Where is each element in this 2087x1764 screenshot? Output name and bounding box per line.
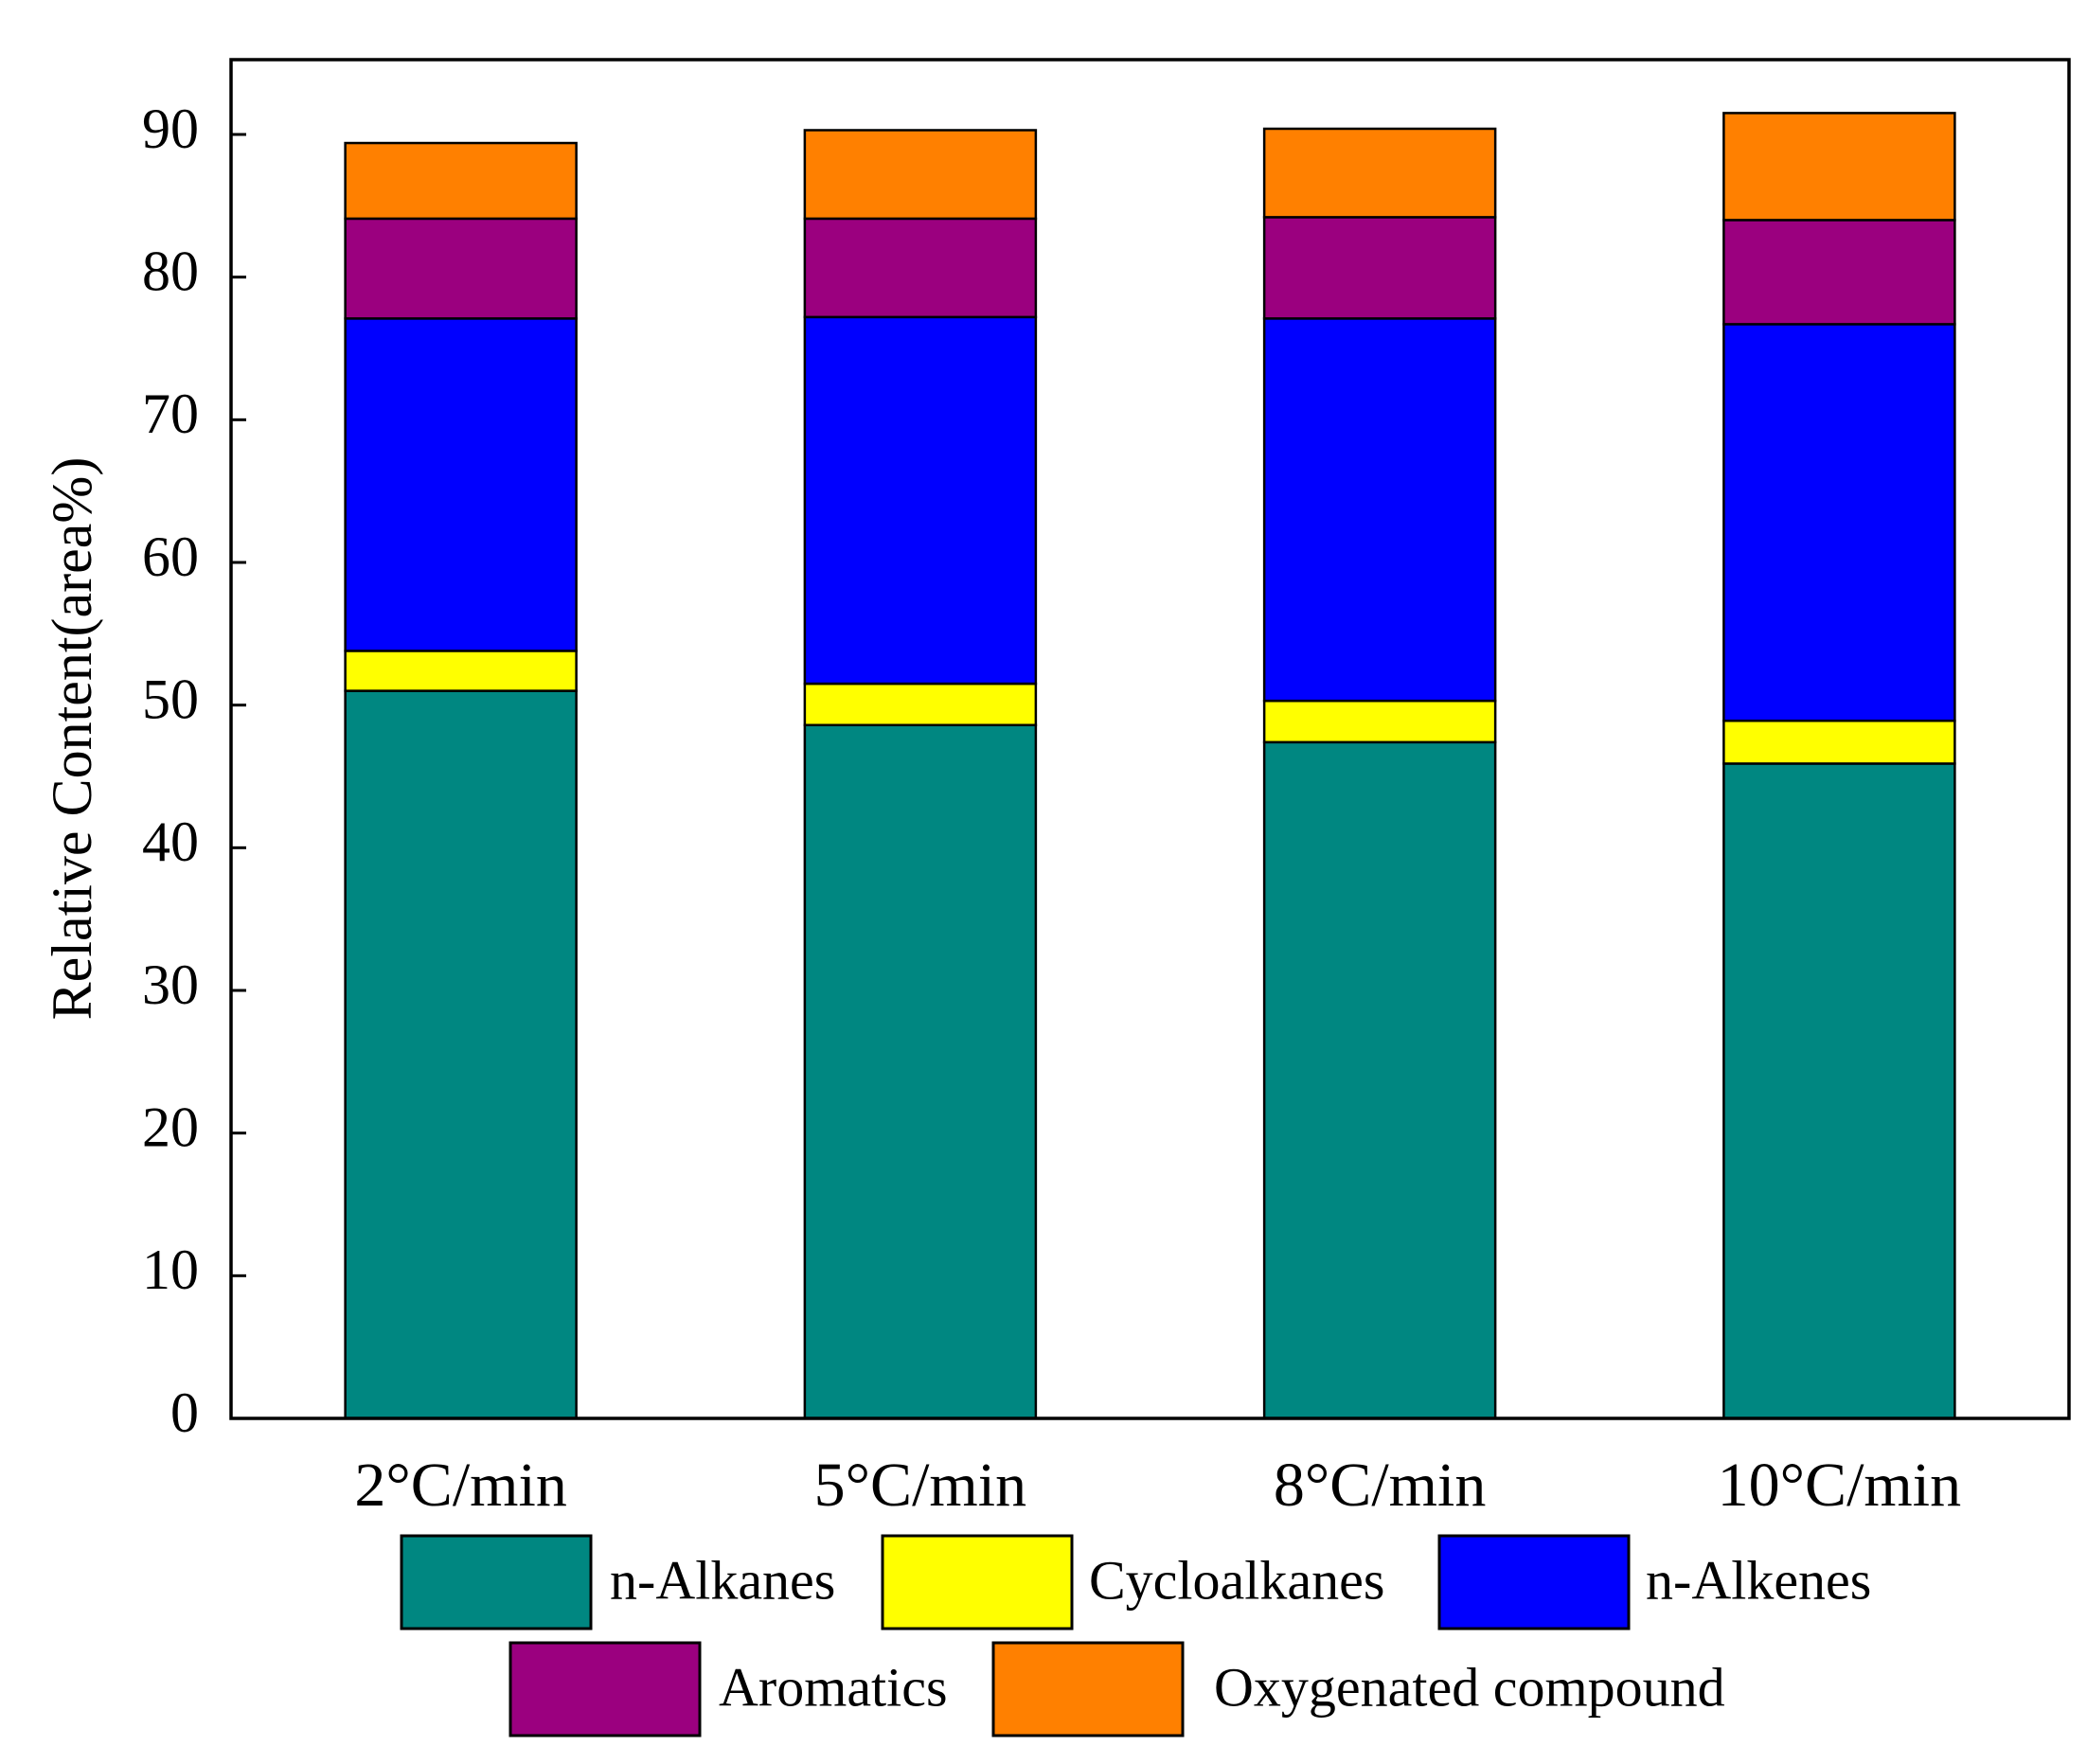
bar-segment-oxygenated-compound-5-c-min <box>803 129 1038 221</box>
x-tick-label-5-c-min: 5°C/min <box>814 1451 1026 1520</box>
y-tick-label-20: 20 <box>142 1096 199 1158</box>
bar-segment-aromatics-2-c-min <box>344 217 578 320</box>
y-tick-label-0: 0 <box>170 1381 199 1444</box>
x-tick-label-8-c-min: 8°C/min <box>1274 1451 1486 1520</box>
legend-label-n-alkanes: n-Alkanes <box>610 1549 835 1611</box>
y-tick-label-90: 90 <box>142 98 199 160</box>
y-tick-label-10: 10 <box>142 1238 199 1301</box>
bar-segment-cycloalkanes-5-c-min <box>803 682 1038 727</box>
legend-label-oxygenated-compound: Oxygenated compound <box>1214 1656 1725 1718</box>
bar-segment-n-alkenes-5-c-min <box>803 315 1038 686</box>
legend-swatch-cycloalkanes <box>881 1534 1074 1630</box>
legend-swatch-aromatics <box>508 1641 702 1737</box>
bar-segment-n-alkenes-10-c-min <box>1722 323 1956 722</box>
bars-layer <box>344 112 1956 1420</box>
legend-swatch-n-alkenes <box>1437 1534 1631 1630</box>
bar-segment-cycloalkanes-10-c-min <box>1722 719 1956 765</box>
bar-segment-oxygenated-compound-8-c-min <box>1262 127 1497 219</box>
x-tick-label-10-c-min: 10°C/min <box>1718 1451 1961 1520</box>
legend-swatch-oxygenated-compound <box>991 1641 1185 1737</box>
bar-segment-aromatics-10-c-min <box>1722 219 1956 326</box>
y-axis-title: Relative Content(area%) <box>41 457 103 1021</box>
y-tick-label-80: 80 <box>142 240 199 302</box>
bar-segment-oxygenated-compound-10-c-min <box>1722 112 1956 222</box>
bar-segment-n-alkanes-8-c-min <box>1262 740 1497 1420</box>
legend: n-Alkanes Cycloalkanes n-Alkenes Aromatics O… <box>400 1534 1871 1737</box>
y-tick-label-40: 40 <box>142 811 199 873</box>
plot-frame <box>229 58 2071 1420</box>
legend-label-aromatics: Aromatics <box>719 1656 948 1718</box>
legend-swatch-n-alkanes <box>400 1534 593 1630</box>
bar-segment-cycloalkanes-2-c-min <box>344 650 578 692</box>
y-axis: 0 10 20 30 40 50 60 70 80 90 <box>142 98 246 1444</box>
bar-segment-n-alkanes-10-c-min <box>1722 762 1956 1420</box>
bar-segment-aromatics-8-c-min <box>1262 216 1497 320</box>
bar-segment-n-alkenes-2-c-min <box>344 317 578 652</box>
y-tick-label-70: 70 <box>142 383 199 445</box>
y-tick-label-60: 60 <box>142 526 199 588</box>
y-tick-label-50: 50 <box>142 668 199 730</box>
bar-segment-aromatics-5-c-min <box>803 217 1038 319</box>
bar-segment-n-alkanes-2-c-min <box>344 689 578 1420</box>
x-axis: 2°C/min 5°C/min 8°C/min 10°C/min <box>354 1451 1961 1520</box>
bar-segment-n-alkanes-5-c-min <box>803 723 1038 1420</box>
x-tick-label-2-c-min: 2°C/min <box>354 1451 566 1520</box>
bar-segment-oxygenated-compound-2-c-min <box>344 141 578 221</box>
bar-segment-cycloalkanes-8-c-min <box>1262 699 1497 744</box>
legend-label-n-alkenes: n-Alkenes <box>1646 1549 1871 1611</box>
y-tick-label-30: 30 <box>142 953 199 1016</box>
bar-segment-n-alkenes-8-c-min <box>1262 317 1497 703</box>
legend-label-cycloalkanes: Cycloalkanes <box>1089 1549 1384 1611</box>
